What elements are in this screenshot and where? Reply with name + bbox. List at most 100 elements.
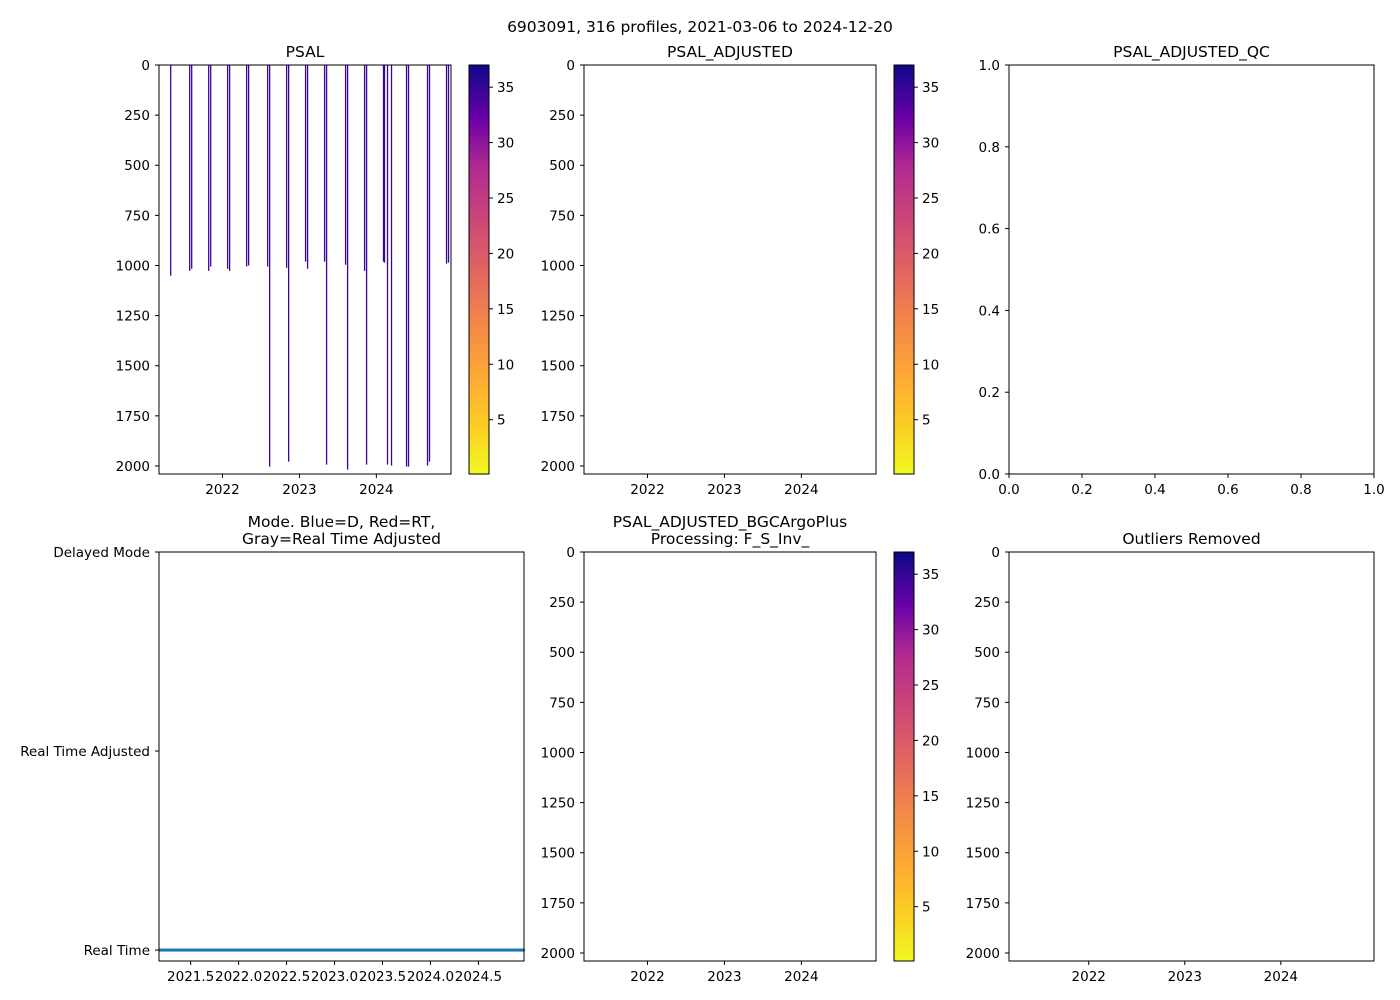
panel-title: Processing: F_S_Inv_ <box>651 530 810 549</box>
colorbar-tick-label: 10 <box>497 357 514 373</box>
axes-frame <box>158 551 525 962</box>
panel-title: PSAL <box>286 43 325 61</box>
y-tick-label: 1250 <box>541 796 575 812</box>
x-tick-label: 2023.5 <box>359 969 406 985</box>
y-tick-label: 500 <box>549 645 575 661</box>
x-tick-label: 2022 <box>630 482 664 498</box>
x-tick-label: 2024 <box>359 482 393 498</box>
y-tick-label: Delayed Mode <box>53 545 150 561</box>
panel-3: Mode. Blue=D, Red=RT,Gray=Real Time Adju… <box>20 513 526 985</box>
y-tick-label: 1500 <box>541 359 575 375</box>
x-tick-label: 2022 <box>205 482 239 498</box>
y-tick-label: 1500 <box>966 846 1000 862</box>
y-tick-label: 1000 <box>541 745 575 761</box>
y-tick-label: 500 <box>974 645 1000 661</box>
y-tick-label: 2000 <box>116 459 150 475</box>
y-tick-label: 1.0 <box>979 58 1000 74</box>
colorbar-tick-label: 10 <box>922 357 939 373</box>
y-tick-label: 0.0 <box>979 467 1000 483</box>
axes-frame <box>583 551 877 962</box>
y-tick-label: 0.4 <box>979 303 1000 319</box>
y-tick-label: 1000 <box>541 258 575 274</box>
x-tick-label: 2022.5 <box>263 969 310 985</box>
x-tick-label: 0.0 <box>998 482 1019 498</box>
y-tick-label: 1750 <box>116 409 150 425</box>
x-tick-label: 2023.0 <box>311 969 358 985</box>
colorbar-tick-label: 15 <box>922 302 939 318</box>
colorbar-tick-label: 5 <box>922 900 931 916</box>
x-tick-label: 2023 <box>282 482 316 498</box>
panel-5: Outliers Removed 2022 2023 2024 0 250 500 750 10… <box>966 530 1375 985</box>
x-tick-label: 2024 <box>1264 969 1298 985</box>
y-tick-label: 1250 <box>116 309 150 325</box>
colorbar <box>893 551 915 962</box>
y-tick-label: 0 <box>141 58 150 74</box>
colorbar-tick-label: 10 <box>922 844 939 860</box>
colorbar-tick-label: 15 <box>922 789 939 805</box>
panel-title: PSAL_ADJUSTED_BGCArgoPlus <box>613 513 847 532</box>
y-tick-label: 1500 <box>116 359 150 375</box>
y-tick-label: Real Time <box>84 943 150 959</box>
y-tick-label: 1000 <box>966 745 1000 761</box>
x-tick-label: 2022 <box>1072 969 1106 985</box>
colorbar-tick-label: 20 <box>922 246 939 262</box>
x-tick-label: 0.6 <box>1217 482 1238 498</box>
y-tick-label: 2000 <box>541 946 575 962</box>
colorbar-tick-label: 20 <box>497 246 514 262</box>
y-tick-label: 2000 <box>966 946 1000 962</box>
colorbar <box>468 64 490 475</box>
colorbar-tick-label: 35 <box>497 80 514 96</box>
x-tick-label: 0.2 <box>1071 482 1092 498</box>
colorbar-tick-label: 25 <box>922 191 939 207</box>
y-tick-label: 2000 <box>541 459 575 475</box>
y-tick-label: 0 <box>991 545 1000 561</box>
y-tick-label: 1500 <box>541 846 575 862</box>
colorbar-tick-label: 35 <box>922 567 939 583</box>
y-tick-label: 250 <box>124 108 150 124</box>
y-tick-label: 250 <box>549 108 575 124</box>
y-tick-label: 500 <box>549 158 575 174</box>
y-tick-label: 1750 <box>541 409 575 425</box>
y-tick-label: 1000 <box>116 258 150 274</box>
panel-title: Mode. Blue=D, Red=RT, <box>248 513 436 531</box>
x-tick-label: 1.0 <box>1363 482 1384 498</box>
axes-frame <box>1008 64 1375 475</box>
panel-title: Outliers Removed <box>1122 530 1260 548</box>
y-tick-label: 1250 <box>541 309 575 325</box>
y-tick-label: 0.6 <box>979 222 1000 238</box>
axes-frame <box>158 64 452 475</box>
y-tick-label: 0 <box>566 58 575 74</box>
y-tick-label: 500 <box>124 158 150 174</box>
axes-frame <box>583 64 877 475</box>
y-tick-label: 750 <box>974 695 1000 711</box>
colorbar-tick-label: 5 <box>497 413 506 429</box>
y-tick-label: 0.2 <box>979 385 1000 401</box>
y-tick-label: 250 <box>549 595 575 611</box>
colorbar-tick-label: 25 <box>922 678 939 694</box>
colorbar-tick-label: 30 <box>922 136 939 152</box>
y-tick-label: 750 <box>124 208 150 224</box>
x-tick-label: 2024 <box>784 969 818 985</box>
x-tick-label: 2023 <box>707 969 741 985</box>
y-tick-label: 1750 <box>541 896 575 912</box>
y-tick-label: Real Time Adjusted <box>20 744 150 760</box>
y-tick-label: 0.8 <box>979 140 1000 156</box>
panel-title: Gray=Real Time Adjusted <box>242 530 441 548</box>
x-tick-label: 2021.5 <box>167 969 214 985</box>
colorbar-tick-label: 15 <box>497 302 514 318</box>
colorbar-tick-label: 30 <box>922 623 939 639</box>
figure-suptitle: 6903091, 316 profiles, 2021-03-06 to 202… <box>507 18 893 36</box>
x-tick-label: 2024.0 <box>407 969 454 985</box>
colorbar-tick-label: 5 <box>922 413 931 429</box>
colorbar <box>893 64 915 475</box>
x-tick-label: 2024.5 <box>455 969 502 985</box>
x-tick-label: 0.4 <box>1144 482 1165 498</box>
y-tick-label: 1750 <box>966 896 1000 912</box>
panel-2: PSAL_ADJUSTED_QC 0.0 0.2 0.4 0.6 0.8 1.0 0.0 0.2… <box>979 43 1385 498</box>
y-tick-label: 0 <box>566 545 575 561</box>
panel-0: PSAL 2022 2023 2024 0 250 500 750 1000 1250 1500 17… <box>116 43 515 498</box>
axes-frame <box>1008 551 1375 962</box>
y-tick-label: 1250 <box>966 796 1000 812</box>
panel-title: PSAL_ADJUSTED_QC <box>1113 43 1270 62</box>
